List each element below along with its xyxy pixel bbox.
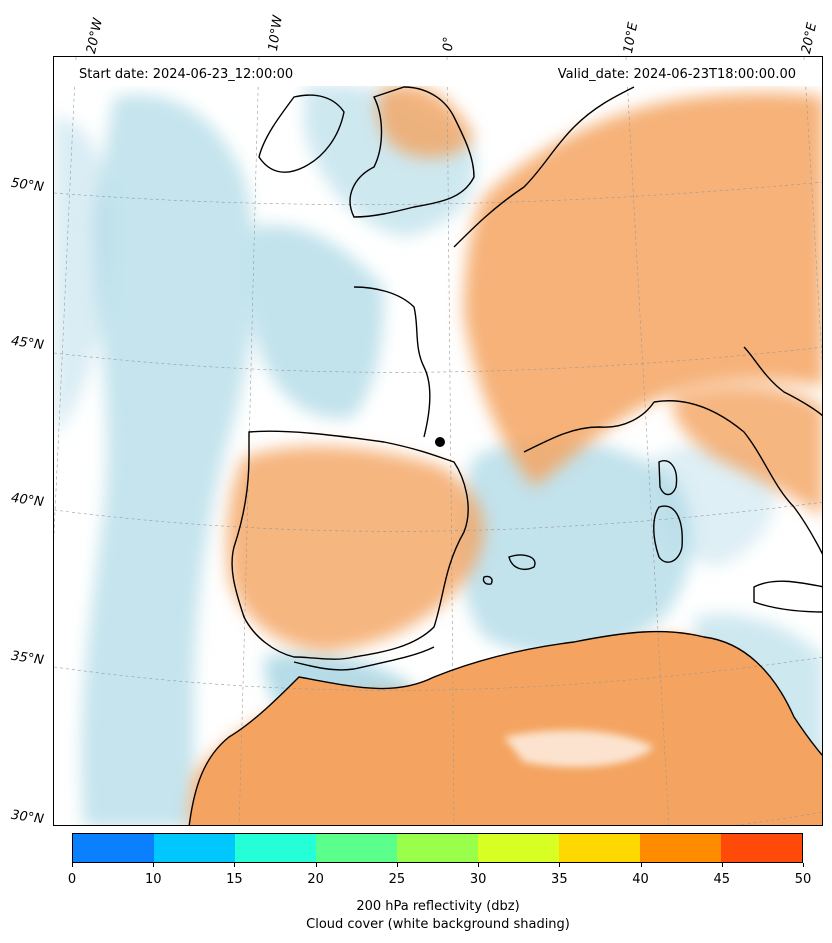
colorbar-segment — [721, 834, 802, 862]
map-panel — [53, 56, 823, 826]
colorbar-segment — [397, 834, 478, 862]
coast-italy — [653, 400, 822, 555]
coast-balearic-ibiza — [482, 575, 493, 585]
colorbar-segment — [73, 834, 154, 862]
colorbar-tick-mark — [478, 863, 480, 867]
graticule — [54, 57, 822, 825]
sea-cloud-biscay — [254, 225, 384, 419]
coast-france-atlantic — [353, 286, 431, 438]
sahara-clear-patch — [504, 730, 654, 767]
colorbar-tick-mark — [72, 863, 73, 867]
colorbar-tick-label: 25 — [388, 872, 406, 887]
coast-adriatic — [743, 346, 822, 417]
colorbar-tick-label: 10 — [144, 872, 162, 887]
lat-label-40n: 40°N — [10, 490, 45, 511]
lat-label-45n: 45°N — [10, 333, 45, 354]
colorbar-tick-mark — [396, 863, 398, 867]
colorbar-tick-label: 45 — [713, 872, 731, 887]
coast-sardinia — [653, 505, 683, 563]
colorbar-tick-mark — [559, 863, 561, 867]
land-cloud-adriatic — [673, 386, 822, 516]
valid-date-label: Valid_date: 2024-06-23T18:00:00.00 — [557, 67, 796, 82]
colorbar-tick-label: 35 — [551, 872, 568, 887]
colorbar-tick-mark — [315, 863, 317, 867]
colorbar-segment — [478, 834, 559, 862]
colorbar-tick-label: 30 — [469, 872, 487, 887]
colorbar-tick-mark — [803, 863, 804, 867]
lon-label-0: 0° — [441, 36, 457, 52]
start-date-label: Start date: 2024-06-23_12:00:00 — [79, 67, 294, 82]
colorbar-tick-label: 50 — [794, 872, 812, 887]
colorbar-tick-label: 15 — [226, 872, 243, 887]
coast-corsica — [658, 460, 678, 496]
colorbar-tick-mark — [640, 863, 642, 867]
colorbar-tick-label: 40 — [632, 872, 649, 887]
land-cloud-central-europe — [464, 92, 822, 487]
colorbar-tick-label: 20 — [307, 872, 324, 887]
sea-cloud-tyrrhenian — [654, 443, 776, 567]
location-marker — [435, 437, 445, 447]
lat-label-30n: 30°N — [10, 807, 45, 828]
colorbar-tick-mark — [234, 863, 236, 867]
sea-cloud-atlantic-band — [81, 94, 255, 825]
coast-gibraltar-africa — [293, 646, 435, 671]
coast-north-africa — [188, 630, 822, 825]
header-band — [54, 62, 822, 86]
lon-label-10e: 10°E — [621, 21, 642, 55]
land-cloud-iberia — [227, 446, 484, 652]
colorbar-segment — [559, 834, 640, 862]
colorbar-label-line2: Cloud cover (white background shading) — [306, 917, 570, 932]
colorbar — [72, 833, 803, 863]
coast-iberia — [231, 430, 469, 660]
coast-sicily — [753, 580, 822, 613]
colorbar-segment — [154, 834, 235, 862]
colorbar-segment — [316, 834, 397, 862]
sea-cloud-mediterranean — [460, 439, 693, 655]
coast-balearic-mallorca — [508, 554, 536, 570]
map-svg — [54, 57, 822, 825]
colorbar-segment — [640, 834, 721, 862]
coast-ireland — [258, 94, 345, 173]
lon-label-20w: 20°W — [84, 16, 107, 56]
lat-label-35n: 35°N — [10, 648, 45, 669]
coast-gulf-of-lion — [523, 401, 655, 453]
coast-north-sea — [453, 86, 635, 248]
colorbar-tick-mark — [153, 863, 155, 867]
lon-label-20e: 20°E — [799, 21, 821, 56]
land-cloud-north — [377, 84, 474, 158]
north-africa-solid — [189, 631, 822, 825]
coast-great-britain — [349, 86, 475, 218]
sea-cloud-far-west — [54, 117, 110, 437]
lat-label-50n: 50°N — [10, 175, 45, 196]
coastlines — [188, 86, 822, 825]
colorbar-tick-mark — [721, 863, 723, 867]
colorbar-label-line1: 200 hPa reflectivity (dbz) — [356, 899, 520, 914]
colorbar-tick-label: 0 — [67, 872, 77, 887]
lon-label-10w: 10°W — [266, 14, 286, 53]
colorbar-segment — [235, 834, 316, 862]
